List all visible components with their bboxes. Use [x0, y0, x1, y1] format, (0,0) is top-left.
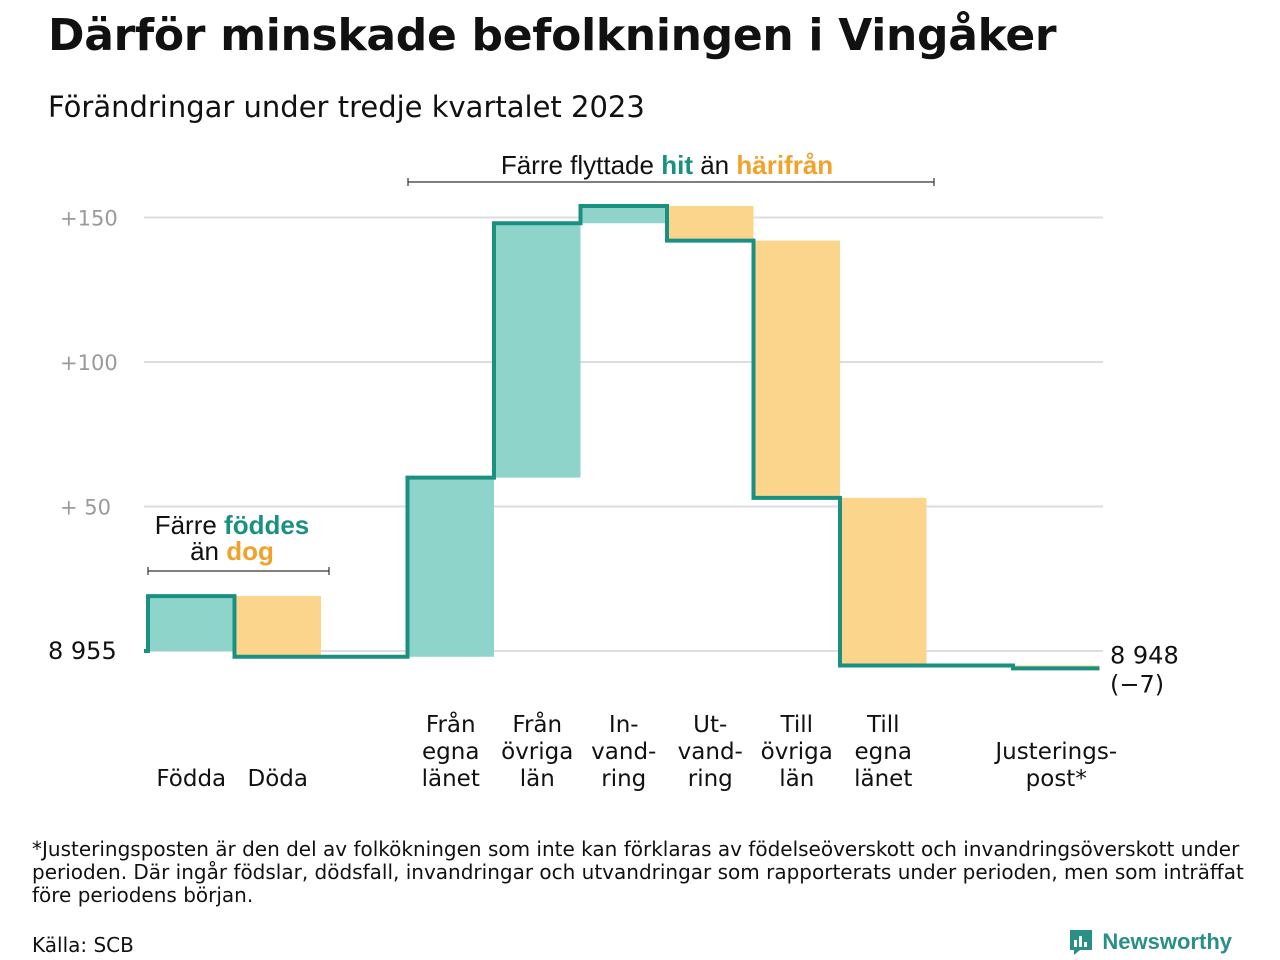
- footnote: *Justeringsposten är den del av folkökni…: [32, 837, 1244, 907]
- category-label: egna: [855, 739, 912, 765]
- category-label: övriga: [501, 739, 573, 765]
- category-label: post*: [1026, 766, 1087, 792]
- category-label: Ut-: [693, 712, 727, 738]
- category-label: vand-: [591, 739, 656, 765]
- waterfall-bar: [667, 205, 754, 241]
- chart-title: Därför minskade befolkningen i Vingåker: [48, 10, 1057, 61]
- category-label: Från: [426, 710, 476, 738]
- category-label: ring: [688, 766, 733, 792]
- end-change-label: (−7): [1110, 670, 1164, 698]
- brand-logo[interactable]: Newsworthy: [1068, 928, 1232, 956]
- annotation-part: föddes: [224, 510, 309, 540]
- y-tick-label: + 50: [60, 496, 111, 520]
- bar-chart-speech-bubble-icon: [1070, 930, 1093, 955]
- waterfall-bar: [840, 497, 927, 666]
- start-value-label: 8 955: [48, 637, 117, 665]
- category-label: län: [520, 766, 555, 792]
- category-label: Döda: [248, 766, 308, 792]
- waterfall-bar: [753, 240, 840, 498]
- category-label: Födda: [156, 766, 226, 792]
- annotation-text: än dog: [190, 536, 274, 566]
- category-label: ring: [601, 766, 646, 792]
- source-label: Källa: SCB: [32, 933, 134, 957]
- annotation-text: Färre föddes: [155, 510, 310, 540]
- waterfall-bar: [234, 596, 321, 657]
- category-label: länet: [854, 766, 912, 792]
- annotation-part: än: [693, 150, 736, 180]
- category-label: Till: [866, 712, 900, 738]
- waterfall-bar: [494, 223, 581, 478]
- annotation-part: Färre: [155, 510, 224, 540]
- annotation-part: hit: [661, 150, 693, 180]
- waterfall-chart: +150+100+ 508 955 8 948(−7)Födda DödaFråne…: [48, 150, 1179, 792]
- chart-subtitle: Förändringar under tredje kvartalet 2023: [48, 90, 645, 124]
- annotation-part: dog: [226, 536, 274, 566]
- y-tick-label: +100: [60, 351, 118, 375]
- category-label: övriga: [761, 739, 833, 765]
- annotation-part: Färre flyttade: [501, 150, 661, 180]
- annotation-part: härifrån: [736, 150, 833, 180]
- annotation-part: än: [190, 536, 226, 566]
- end-value-label: 8 948: [1110, 641, 1179, 669]
- running-total-line: [144, 203, 1100, 671]
- waterfall-bar: [580, 205, 667, 224]
- annotation-bracket: [407, 178, 935, 186]
- y-tick-label: +150: [60, 207, 118, 231]
- waterfall-bar: [148, 596, 235, 651]
- category-label: län: [779, 766, 814, 792]
- category-label: Justerings-: [993, 739, 1117, 765]
- annotation-bracket: [147, 567, 330, 575]
- annotation-text: Färre flyttade hit än härifrån: [501, 150, 833, 180]
- category-label: Till: [779, 712, 813, 738]
- category-label: egna: [422, 739, 479, 765]
- waterfall-bar: [407, 477, 494, 657]
- category-label: In-: [609, 712, 639, 738]
- category-label: vand-: [678, 739, 743, 765]
- brand-name: Newsworthy: [1102, 929, 1232, 954]
- category-label: Från: [512, 710, 562, 738]
- category-label: länet: [422, 766, 480, 792]
